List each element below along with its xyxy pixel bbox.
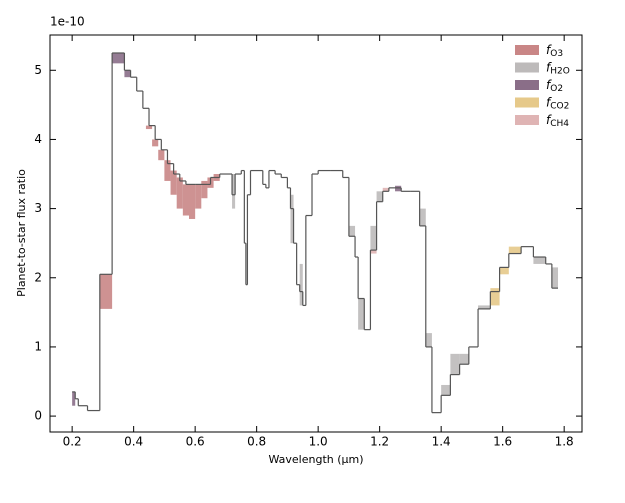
y-axis-label: Planet-to-star flux ratio: [15, 169, 28, 297]
band: [499, 267, 509, 275]
legend-swatch: [515, 45, 539, 55]
legend-subscript: O2: [550, 84, 563, 94]
legend-label: fCO2: [546, 95, 569, 111]
legend-subscript: CH4: [550, 119, 569, 129]
legend-swatch: [515, 115, 539, 125]
x-tick-label: 0.4: [124, 435, 143, 449]
band: [299, 263, 303, 306]
band: [370, 250, 377, 254]
band: [112, 52, 125, 64]
y-tick-label: 3: [34, 201, 42, 215]
band: [425, 333, 432, 347]
y-tick-label: 4: [34, 132, 42, 146]
band: [232, 174, 236, 209]
x-axis-label: Wavelength (µm): [268, 453, 363, 466]
y-tick-label: 2: [34, 270, 42, 284]
legend-name: f: [546, 60, 552, 74]
band: [164, 160, 171, 181]
offset-text: 1e-10: [50, 15, 85, 29]
band: [395, 185, 402, 192]
y-tick-label: 1: [34, 339, 42, 353]
band: [99, 274, 113, 309]
band: [158, 149, 165, 161]
x-tick-label: 1.2: [370, 435, 389, 449]
legend-label: fH2O: [546, 60, 570, 76]
band: [72, 391, 76, 406]
x-tick-label: 1.0: [309, 435, 328, 449]
legend-subscript: H2O: [550, 66, 570, 76]
x-tick-label: 1.6: [493, 435, 512, 449]
band: [348, 225, 356, 237]
legend-name: f: [546, 78, 552, 92]
y-tick-label: 0: [34, 409, 42, 423]
band: [459, 353, 469, 365]
legend-name: f: [546, 43, 552, 57]
legend-swatch: [515, 80, 539, 90]
band: [533, 257, 546, 264]
legend-label: fCH4: [546, 113, 569, 129]
legend-label: fO2: [546, 78, 563, 94]
band: [358, 298, 365, 330]
band: [551, 267, 559, 289]
legend-subscript: O3: [550, 49, 563, 59]
y-tick-label: 5: [34, 63, 42, 77]
x-tick-label: 0.6: [186, 435, 205, 449]
x-tick-label: 0.2: [63, 435, 82, 449]
band: [450, 353, 460, 375]
legend-swatch: [515, 97, 539, 108]
band: [152, 139, 159, 147]
band: [376, 191, 383, 202]
legend-name: f: [546, 113, 552, 127]
band: [124, 70, 131, 78]
band: [370, 225, 377, 251]
x-tick-label: 0.8: [247, 435, 266, 449]
band: [290, 194, 294, 244]
band: [478, 305, 491, 309]
band: [182, 184, 189, 216]
legend-name: f: [546, 95, 552, 109]
band: [490, 288, 500, 306]
band: [170, 170, 177, 195]
band: [382, 187, 389, 192]
band: [508, 246, 522, 254]
band: [176, 177, 183, 209]
x-tick-label: 1.8: [555, 435, 574, 449]
band: [201, 180, 208, 199]
plot-frame: [49, 34, 583, 433]
band: [188, 184, 196, 219]
x-tick-label: 1.4: [432, 435, 451, 449]
band: [441, 384, 451, 396]
legend-subscript: CO2: [550, 101, 569, 111]
legend-label: fO3: [546, 43, 563, 59]
legend-swatch: [515, 62, 539, 73]
band: [419, 208, 426, 226]
band: [195, 184, 202, 209]
band: [145, 125, 153, 130]
